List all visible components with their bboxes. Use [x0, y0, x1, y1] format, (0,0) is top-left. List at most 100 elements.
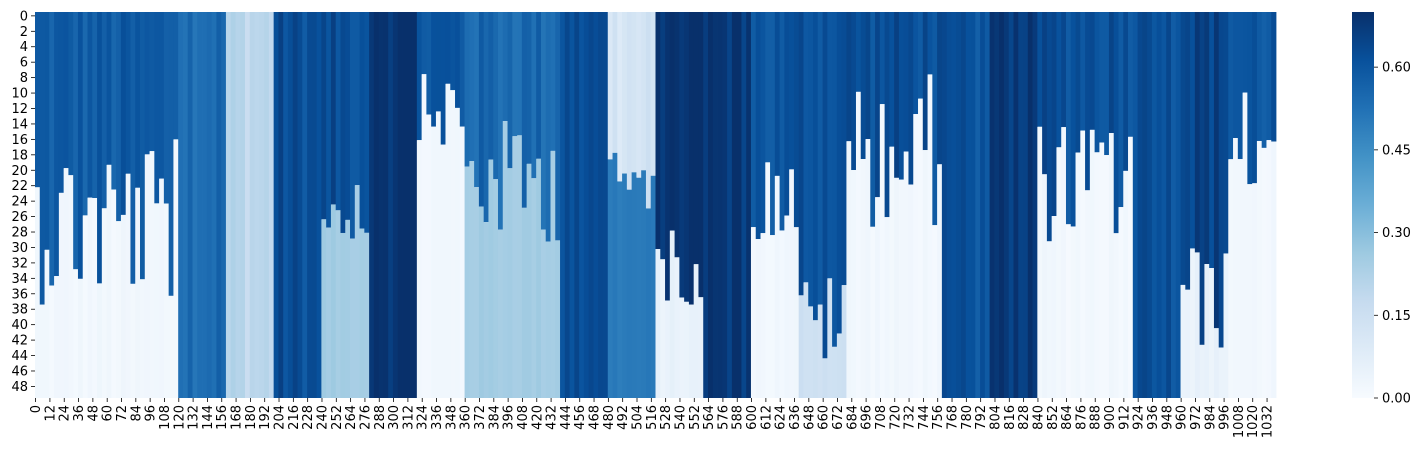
- heatmap-cell-strip: [712, 12, 718, 398]
- heatmap-cell-strip-top: [1261, 12, 1267, 148]
- x-tick-label: 660: [817, 405, 832, 430]
- heatmap-cell-strip-bottom: [770, 235, 776, 398]
- heatmap-cell-strip-bottom: [855, 91, 862, 399]
- heatmap-cell-strip-bottom: [698, 297, 704, 398]
- heatmap-cell-strip-bottom: [49, 285, 55, 398]
- heatmap-cell-strip: [1032, 12, 1038, 398]
- heatmap-block-9: [607, 12, 656, 398]
- heatmap-cell-strip: [1170, 12, 1177, 398]
- heatmap-cell-strip-top: [512, 12, 518, 137]
- heatmap-cell-strip-top: [54, 12, 60, 277]
- heatmap-cell-strip-bottom: [1042, 174, 1048, 398]
- x-tick-label: 492: [616, 405, 631, 430]
- heatmap-cell-strip-top: [101, 12, 107, 209]
- heatmap-block-14: [846, 12, 943, 399]
- x-tick-label: 768: [946, 405, 961, 430]
- heatmap-cell-strip-top: [163, 12, 170, 204]
- x-tick-label: 564: [702, 405, 717, 430]
- heatmap-cell-strip-top: [488, 12, 494, 160]
- heatmap-cell-strip-bottom: [607, 159, 613, 398]
- heatmap-cell-strip-top: [851, 12, 857, 171]
- heatmap-cell-strip: [941, 12, 948, 398]
- heatmap-cell-strip-bottom: [793, 227, 800, 398]
- heatmap-cell-strip: [994, 12, 1000, 398]
- heatmap-cell-strip-bottom: [512, 136, 518, 399]
- heatmap-cell-strip-top: [908, 12, 914, 185]
- heatmap-cell-strip-top: [1099, 12, 1105, 143]
- heatmap-cell-strip-bottom: [865, 139, 871, 398]
- y-tick-label: 2: [20, 25, 28, 40]
- heatmap-cell-strip-bottom: [836, 333, 843, 398]
- x-tick-label: 324: [416, 405, 431, 430]
- heatmap-cell-strip-top: [426, 12, 432, 115]
- heatmap-cell-strip-bottom: [82, 215, 88, 398]
- y-tick-label: 10: [11, 87, 28, 102]
- heatmap-cell-strip-top: [841, 12, 847, 286]
- heatmap-cell-strip: [225, 12, 232, 398]
- heatmap-cell-strip: [1147, 12, 1153, 398]
- x-tick-label: 900: [1103, 405, 1118, 430]
- heatmap-block-1: [178, 12, 227, 398]
- heatmap-cell-strip-bottom: [163, 203, 170, 398]
- heatmap-cell-strip-top: [684, 12, 690, 302]
- heatmap-cell-strip-top: [1070, 12, 1076, 227]
- heatmap-cell-strip-bottom: [789, 169, 795, 398]
- x-tick-label: 924: [1132, 405, 1147, 430]
- heatmap-cell-strip: [1132, 12, 1138, 398]
- x-tick-label: 312: [401, 405, 416, 430]
- heatmap-cell-strip-bottom: [1051, 216, 1057, 398]
- heatmap-cell-strip-top: [641, 12, 647, 171]
- heatmap-cell-strip-top: [679, 12, 685, 298]
- x-tick-label: 744: [917, 405, 932, 430]
- x-tick-label: 120: [172, 405, 187, 430]
- y-tick-label: 18: [11, 148, 28, 163]
- heatmap-cell-strip-top: [1051, 12, 1057, 217]
- heatmap-cell-strip-bottom: [545, 241, 551, 398]
- heatmap-cell-strip: [593, 12, 599, 398]
- heatmap-cell-strip-top: [73, 12, 79, 270]
- x-tick-label: 480: [602, 405, 617, 430]
- heatmap-cell-strip-top: [1199, 12, 1205, 345]
- x-tick-label: 732: [903, 405, 918, 430]
- heatmap-cell-strip-bottom: [1065, 224, 1072, 398]
- heatmap-cell-strip: [560, 12, 566, 398]
- x-tick-label: 36: [72, 405, 87, 422]
- heatmap-cell-strip-top: [350, 12, 356, 239]
- heatmap-cell-strip-bottom: [526, 163, 532, 398]
- heatmap-cell-strip-top: [817, 12, 823, 305]
- heatmap-cell-strip-top: [497, 12, 504, 230]
- heatmap-cell-strip-bottom: [350, 238, 356, 398]
- heatmap-cell-strip: [311, 12, 318, 398]
- heatmap-cell-strip-top: [1118, 12, 1124, 208]
- y-tick-label: 40: [11, 318, 28, 333]
- heatmap-cell-strip-top: [774, 12, 780, 176]
- heatmap-cell-strip-bottom: [517, 135, 523, 398]
- x-tick-label: 528: [659, 405, 674, 430]
- heatmap-cell-strip-bottom: [817, 304, 823, 398]
- heatmap-cell-strip-bottom: [330, 204, 337, 398]
- x-tick-label: 684: [845, 405, 860, 430]
- heatmap-cell-strip-bottom: [822, 358, 828, 398]
- x-tick-label: 672: [831, 405, 846, 430]
- x-tick-label: 336: [430, 405, 445, 430]
- heatmap-cell-strip-top: [35, 12, 41, 188]
- heatmap-cell-strip: [197, 12, 203, 398]
- heatmap-cell-strip-bottom: [688, 304, 695, 398]
- heatmap-cell-strip: [999, 12, 1005, 398]
- heatmap-cell-strip-top: [1204, 12, 1210, 265]
- heatmap-cell-strip-bottom: [875, 197, 881, 398]
- heatmap-cell-strip-bottom: [918, 98, 924, 399]
- heatmap-cell-strip-top: [860, 12, 866, 160]
- heatmap-cell-strip: [741, 12, 747, 398]
- heatmap-block-10: [655, 12, 704, 398]
- heatmap-cell-strip-bottom: [645, 208, 652, 398]
- heatmap-cell-strip: [980, 12, 986, 398]
- heatmap-cell-strip-bottom: [116, 221, 122, 398]
- heatmap-cell-strip: [588, 12, 594, 398]
- colorbar-tick-label: 0.00: [1382, 392, 1411, 407]
- heatmap-cell-strip-bottom: [894, 177, 900, 398]
- heatmap-cell-strip-bottom: [497, 229, 504, 398]
- heatmap-block-0: [35, 12, 179, 398]
- heatmap-cell-strip-bottom: [879, 104, 885, 398]
- heatmap-cell-strip-top: [698, 12, 704, 298]
